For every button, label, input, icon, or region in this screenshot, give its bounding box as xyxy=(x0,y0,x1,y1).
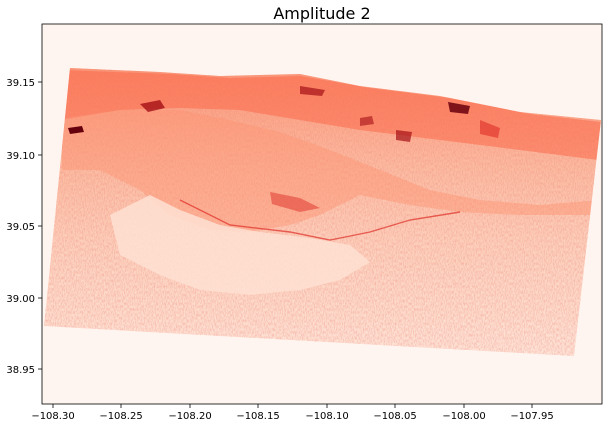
x-tick-label: −108.30 xyxy=(31,411,74,422)
x-tick-label: −108.05 xyxy=(373,411,416,422)
y-tick-label: 39.15 xyxy=(6,78,35,89)
plot-title: Amplitude 2 xyxy=(273,4,370,23)
x-tick-label: −107.95 xyxy=(510,411,553,422)
x-axis: −108.30 −108.25 −108.20 −108.15 −108.10 … xyxy=(31,404,554,422)
x-tick-label: −108.20 xyxy=(168,411,211,422)
x-tick-label: −108.15 xyxy=(236,411,279,422)
x-tick-label: −108.25 xyxy=(99,411,142,422)
y-axis: 39.15 39.10 39.05 39.00 38.95 xyxy=(6,78,42,376)
y-tick-label: 39.00 xyxy=(6,294,35,305)
y-tick-label: 39.05 xyxy=(6,222,35,233)
amplitude-image xyxy=(44,68,601,356)
x-tick-label: −108.10 xyxy=(305,411,348,422)
y-tick-label: 38.95 xyxy=(6,365,35,376)
axes-frame xyxy=(41,23,603,405)
x-tick-label: −108.00 xyxy=(442,411,485,422)
y-tick-label: 39.10 xyxy=(6,151,35,162)
